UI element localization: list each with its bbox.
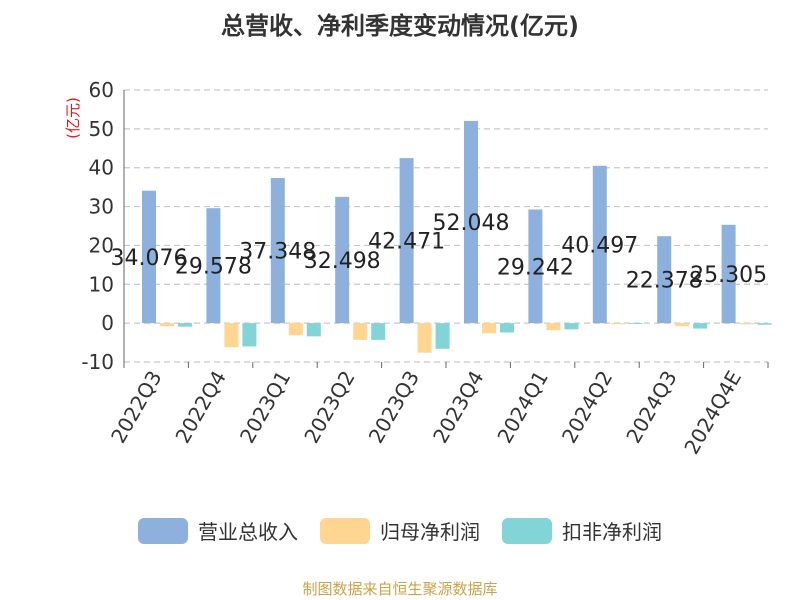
y-tick-label: 60 (89, 78, 114, 102)
bar-deducted-net-profit (435, 323, 450, 349)
x-tick-label: 2023Q3 (364, 367, 424, 448)
x-tick-label: 2024Q3 (621, 367, 681, 448)
bar-deducted-net-profit (757, 323, 772, 325)
legend-label: 归母净利润 (380, 520, 480, 544)
bar-deducted-net-profit (242, 323, 257, 347)
x-tick-label: 2023Q4 (428, 367, 488, 448)
bar-revenue (399, 158, 414, 324)
bar-revenue (142, 190, 156, 324)
bar-net-profit (288, 323, 303, 336)
data-label: 25.305 (690, 263, 767, 288)
y-axis-label: (亿元) (64, 97, 82, 139)
bar-layer (142, 120, 772, 353)
data-label: 29.578 (175, 255, 252, 280)
legend-item[interactable]: 营业总收入 (138, 516, 298, 545)
bar-net-profit (353, 323, 368, 340)
legend: 营业总收入 归母净利润 扣非净利润 (0, 516, 800, 545)
x-tick-label: 2022Q3 (106, 367, 166, 448)
bar-deducted-net-profit (628, 323, 643, 324)
data-label: 52.048 (433, 211, 510, 236)
bar-revenue (464, 120, 478, 324)
bar-revenue (270, 178, 285, 324)
bar-net-profit (610, 323, 625, 325)
x-tick-label: 2024Q2 (557, 367, 617, 448)
bar-revenue (528, 209, 543, 324)
data-label: 40.497 (561, 233, 638, 258)
legend-label: 营业总收入 (198, 520, 298, 544)
y-tick-label: 10 (89, 272, 114, 296)
bar-net-profit (160, 323, 174, 327)
bar-deducted-net-profit (371, 323, 386, 340)
bar-revenue (721, 224, 736, 324)
bar-deducted-net-profit (178, 323, 192, 327)
legend-swatch (320, 517, 370, 544)
legend-item[interactable]: 归母净利润 (320, 516, 480, 545)
legend-item[interactable]: 扣非净利润 (502, 516, 662, 545)
bar-deducted-net-profit (306, 323, 321, 337)
legend-swatch (138, 517, 188, 544)
chart-title: 总营收、净利季度变动情况(亿元) (221, 12, 579, 40)
y-tick-label: 50 (89, 117, 114, 141)
x-tick-label: 2024Q1 (492, 367, 552, 448)
bar-deducted-net-profit (500, 323, 514, 333)
legend-label: 扣非净利润 (562, 520, 662, 544)
bar-revenue (592, 165, 607, 324)
y-tick-label: 0 (101, 311, 114, 335)
bar-net-profit (482, 323, 496, 334)
data-label: 22.378 (626, 269, 703, 294)
bar-revenue (206, 208, 221, 324)
data-label: 29.242 (497, 255, 574, 280)
bar-net-profit (224, 323, 239, 348)
x-tick-label: 2024Q4E (679, 367, 746, 459)
bar-revenue (657, 236, 672, 324)
y-tick-label: -10 (81, 350, 114, 374)
data-label: 42.471 (368, 230, 445, 255)
bar-net-profit (417, 323, 432, 353)
data-label: 37.348 (239, 240, 316, 265)
y-tick-label: 20 (89, 233, 114, 257)
data-label: 34.076 (111, 246, 188, 271)
bar-net-profit (546, 323, 561, 331)
legend-swatch (502, 517, 552, 544)
x-tick-label: 2022Q4 (170, 367, 230, 448)
data-label: 32.498 (304, 249, 381, 274)
x-tick-label: 2023Q2 (299, 367, 359, 448)
bar-net-profit (675, 323, 690, 327)
y-tick-label: 30 (89, 195, 114, 219)
x-tick-label: 2023Q1 (235, 367, 295, 448)
bar-revenue (335, 196, 350, 324)
bar-deducted-net-profit (693, 323, 708, 329)
y-tick-label: 40 (89, 156, 114, 180)
source-note: 制图数据来自恒生聚源数据库 (302, 580, 498, 598)
bar-deducted-net-profit (564, 323, 579, 330)
bar-net-profit (739, 323, 754, 325)
